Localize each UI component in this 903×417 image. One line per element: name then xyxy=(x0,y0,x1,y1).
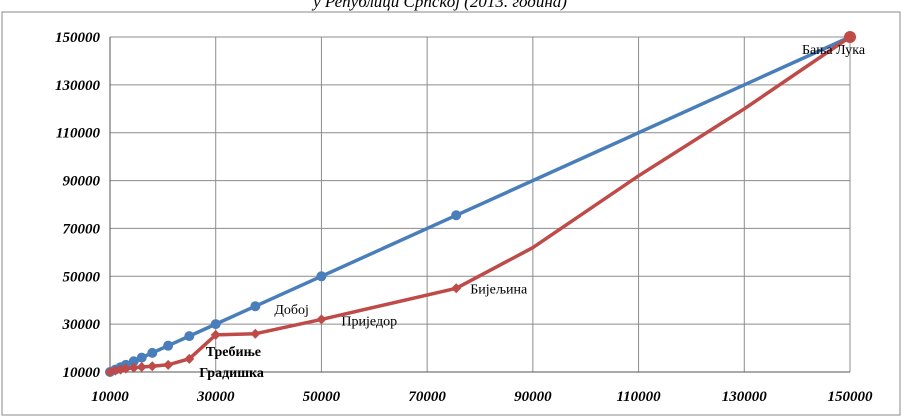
x-tick-label: 10000 xyxy=(91,389,129,405)
series-1-point xyxy=(844,31,856,43)
annotation-label: Добој xyxy=(274,303,309,318)
y-tick-label: 130000 xyxy=(55,78,101,94)
series-0-point xyxy=(451,210,462,221)
series-0-point xyxy=(250,301,261,312)
series-1-point xyxy=(136,361,147,372)
series-0-point xyxy=(147,347,158,358)
series-0-point xyxy=(316,271,327,282)
annotation-label: Бања Лука xyxy=(802,43,866,58)
x-tick-label: 50000 xyxy=(303,389,341,405)
series-1-point xyxy=(250,328,261,339)
y-tick-label: 30000 xyxy=(62,317,101,333)
series-0-point xyxy=(163,340,174,351)
y-tick-label: 90000 xyxy=(63,174,101,190)
series-0-point xyxy=(128,356,139,367)
series-1-point xyxy=(128,362,139,373)
series-0-point xyxy=(136,352,147,363)
series-1-point xyxy=(147,361,158,372)
series-1-point xyxy=(163,359,174,370)
series-0-point xyxy=(184,331,195,342)
annotation-label: Градишка xyxy=(199,366,264,381)
series-1-point xyxy=(120,363,131,374)
series-0-point xyxy=(210,319,221,330)
y-tick-label: 110000 xyxy=(56,126,101,142)
series-1-point xyxy=(210,329,221,340)
series-1-point xyxy=(451,283,462,294)
x-tick-label: 130000 xyxy=(722,389,768,405)
annotation-label: Требиње xyxy=(206,345,261,360)
y-tick-label: 50000 xyxy=(63,269,101,285)
y-tick-label: 70000 xyxy=(63,221,101,237)
x-tick-label: 110000 xyxy=(616,389,661,405)
x-tick-label: 150000 xyxy=(828,389,874,405)
series-line-0 xyxy=(109,35,851,374)
chart-title: у Републици Српској (2013. година) xyxy=(311,0,567,11)
x-tick-label: 90000 xyxy=(514,389,552,405)
x-tick-label: 30000 xyxy=(196,389,235,405)
series-1-point xyxy=(316,314,327,325)
x-tick-label: 70000 xyxy=(408,389,446,405)
annotation-label: Приједор xyxy=(341,314,397,329)
series-1-point xyxy=(184,353,195,364)
annotation-label: Бијељина xyxy=(470,282,528,297)
y-tick-label: 10000 xyxy=(63,365,101,381)
y-tick-label: 150000 xyxy=(55,30,101,46)
chart-border xyxy=(1,11,901,416)
